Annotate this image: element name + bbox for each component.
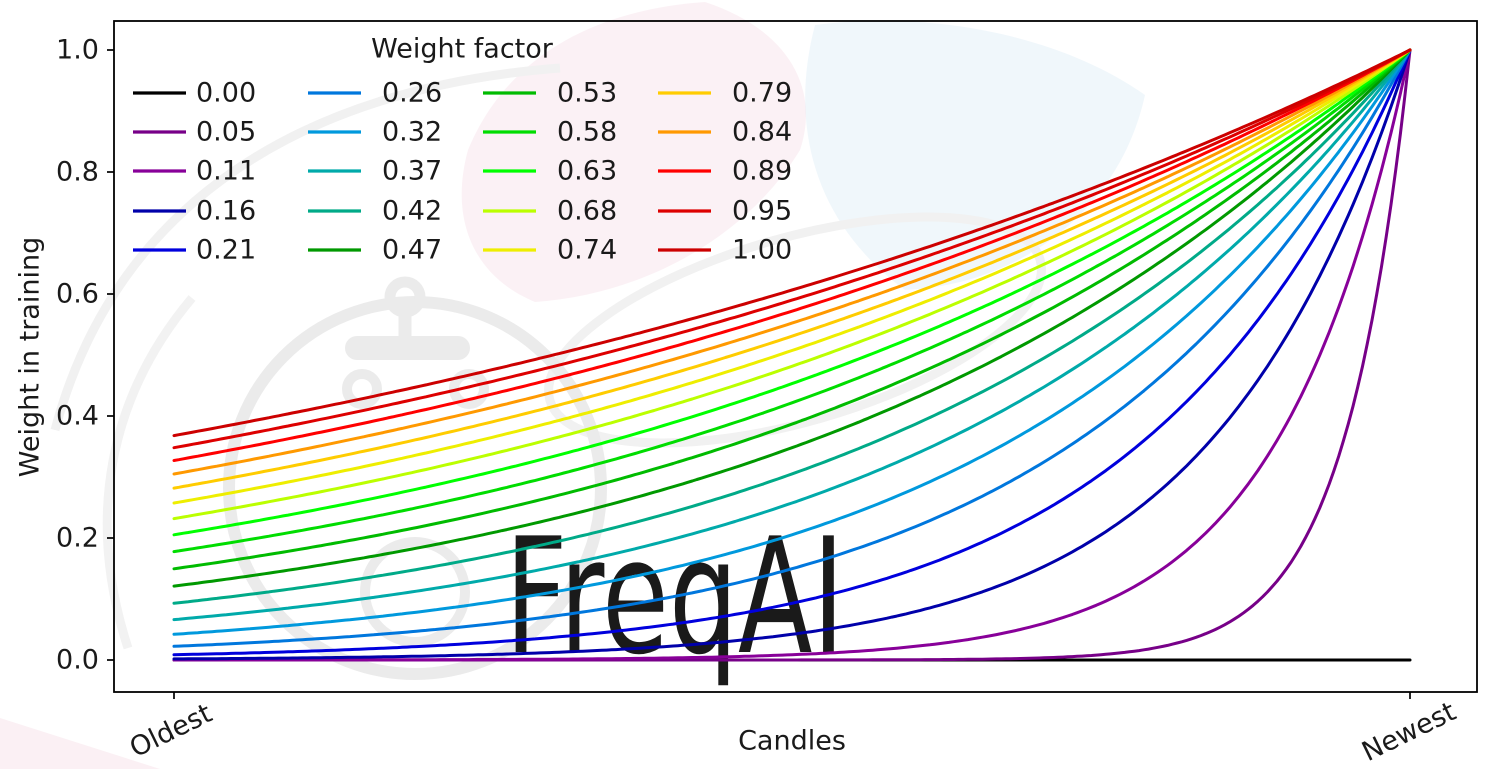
x-tick-label-oldest: Oldest	[125, 698, 217, 764]
curve-wf-0.11	[172, 48, 1412, 662]
curve-wf-0.79	[172, 48, 1412, 490]
axes-group: 0.0 0.2 0.4 0.6 0.8 1.0	[56, 20, 1478, 699]
curve-wf-0.53	[172, 48, 1412, 571]
y-tick-label: 0.4	[56, 401, 99, 432]
y-tick-label: 1.0	[56, 35, 99, 66]
legend-label-0.16: 0.16	[196, 196, 256, 227]
legend-label-0.21: 0.21	[196, 235, 256, 266]
legend-title: Weight factor	[371, 34, 554, 65]
curve-wf-0.68	[172, 48, 1412, 521]
legend-label-0.58: 0.58	[557, 117, 617, 148]
y-axis-label: Weight in training	[15, 237, 46, 477]
legend: Weight factor 0.00 0.05 0.11 0.16 0.21 0.26 0.…	[133, 34, 792, 266]
curve-wf-0.21	[172, 48, 1412, 657]
curve-wf-0.89	[172, 48, 1412, 462]
plot-frame	[113, 20, 1478, 693]
legend-label-0.84: 0.84	[732, 117, 792, 148]
legend-label-0.53: 0.53	[557, 78, 617, 109]
curve-wf-1.00	[172, 48, 1412, 438]
curve-wf-0.16	[172, 48, 1412, 661]
curve-wf-0.37	[172, 48, 1412, 622]
legend-label-0.37: 0.37	[382, 156, 442, 187]
legend-label-0.11: 0.11	[196, 156, 256, 187]
curve-wf-0.32	[172, 48, 1412, 636]
curve-wf-0.84	[172, 48, 1412, 476]
legend-label-0.32: 0.32	[382, 117, 442, 148]
legend-label-0.26: 0.26	[382, 78, 442, 109]
curve-wf-0.47	[172, 48, 1412, 588]
legend-label-0.42: 0.42	[382, 196, 442, 227]
y-tick-label: 0.8	[56, 157, 99, 188]
watermark-robot-icon	[50, 63, 1046, 680]
curve-wf-0.74	[172, 48, 1412, 505]
legend-label-0.95: 0.95	[732, 196, 792, 227]
legend-label-0.68: 0.68	[557, 196, 617, 227]
curve-wf-0.26	[172, 48, 1412, 648]
legend-label-1.00: 1.00	[732, 235, 792, 266]
y-tick-label: 0.6	[56, 279, 99, 310]
curves-group	[172, 48, 1412, 662]
x-axis-label: Candles	[738, 726, 846, 757]
legend-label-0.79: 0.79	[732, 78, 792, 109]
legend-label-0.05: 0.05	[196, 117, 256, 148]
curve-wf-0.95	[172, 48, 1412, 450]
x-tick-label-newest: Newest	[1357, 696, 1461, 768]
curve-wf-0.58	[172, 48, 1412, 554]
curve-wf-0.63	[172, 48, 1412, 537]
y-tick-label: 0.2	[56, 523, 99, 554]
curve-wf-0.42	[172, 48, 1412, 605]
y-tick-label: 0.0	[56, 645, 99, 676]
legend-label-0.00: 0.00	[196, 78, 256, 109]
legend-label-0.74: 0.74	[557, 235, 617, 266]
watermark-leaf-pink	[461, 2, 806, 302]
legend-label-0.89: 0.89	[732, 156, 792, 187]
legend-label-0.63: 0.63	[557, 156, 617, 187]
watermark-corner-pink	[0, 718, 160, 769]
legend-label-0.47: 0.47	[382, 235, 442, 266]
